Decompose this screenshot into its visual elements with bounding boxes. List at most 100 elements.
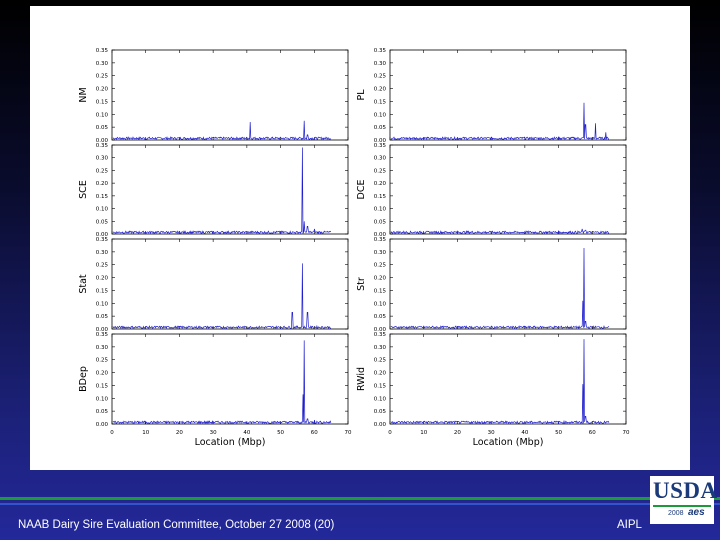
y-tick-label: 0.00	[374, 327, 387, 333]
y-axis-label-stat: Stat	[78, 274, 89, 294]
y-axis-label-sce: SCE	[78, 180, 89, 199]
y-tick-label: 0.10	[374, 207, 387, 213]
y-tick-label: 0.30	[374, 61, 387, 67]
y-tick-label: 0.05	[96, 314, 109, 320]
x-tick-label: 30	[210, 430, 217, 436]
footer-caption: NAAB Dairy Sire Evaluation Committee, Oc…	[18, 519, 335, 531]
y-tick-label: 0.20	[374, 181, 387, 187]
y-tick-label: 0.05	[374, 125, 387, 131]
x-tick-label: 70	[345, 430, 352, 436]
y-tick-label: 0.30	[374, 156, 387, 162]
x-tick-label: 10	[142, 430, 149, 436]
y-tick-label: 0.05	[374, 219, 387, 225]
usda-logo-badge: aes	[688, 507, 705, 518]
y-tick-label: 0.00	[374, 232, 387, 238]
x-tick-label: 40	[243, 430, 250, 436]
y-tick-label: 0.35	[374, 143, 387, 149]
y-tick-label: 0.10	[374, 396, 387, 402]
y-tick-label: 0.35	[96, 143, 109, 149]
y-tick-label: 0.20	[374, 371, 387, 377]
y-tick-label: 0.20	[96, 276, 109, 282]
y-tick-label: 0.30	[374, 250, 387, 256]
y-tick-label: 0.00	[96, 422, 109, 428]
y-tick-label: 0.25	[96, 168, 109, 174]
y-tick-label: 0.35	[374, 332, 387, 338]
usda-logo-text: USDA	[653, 478, 718, 503]
data-series-dce	[390, 228, 610, 235]
y-tick-label: 0.35	[374, 237, 387, 243]
y-tick-label: 0.10	[96, 396, 109, 402]
y-tick-label: 0.10	[374, 301, 387, 307]
chart-grid-svg: 0.000.050.100.150.200.250.300.35NM0.000.…	[78, 48, 630, 448]
y-tick-label: 0.30	[96, 345, 109, 351]
y-tick-label: 0.25	[96, 74, 109, 80]
y-tick-label: 0.05	[374, 314, 387, 320]
y-tick-label: 0.20	[96, 181, 109, 187]
footer-aipl-label: AIPL	[617, 519, 642, 531]
x-tick-label: 0	[388, 430, 392, 436]
y-tick-label: 0.10	[374, 112, 387, 118]
x-tick-label: 50	[277, 430, 284, 436]
y-axis-label-dce: DCE	[356, 180, 367, 200]
y-tick-label: 0.05	[96, 125, 109, 131]
y-tick-label: 0.05	[96, 409, 109, 415]
subplot-frame-rwid	[389, 333, 627, 425]
x-tick-label: 50	[555, 430, 562, 436]
usda-logo-year: 2008	[668, 510, 684, 517]
y-tick-label: 0.00	[96, 138, 109, 144]
y-tick-label: 0.05	[374, 409, 387, 415]
subplot-frame-str	[389, 238, 627, 330]
y-tick-label: 0.00	[374, 138, 387, 144]
footer-divider-green	[0, 497, 720, 500]
y-tick-label: 0.25	[374, 263, 387, 269]
y-tick-label: 0.20	[374, 276, 387, 282]
x-tick-label: 60	[589, 430, 596, 436]
y-tick-label: 0.15	[374, 288, 387, 294]
data-series-nm	[112, 120, 332, 141]
y-tick-label: 0.35	[96, 332, 109, 338]
footer-divider-blue	[0, 503, 720, 505]
y-tick-label: 0.15	[374, 194, 387, 200]
y-axis-label-rwid: RWid	[356, 367, 367, 391]
y-axis-label-nm: NM	[78, 87, 89, 102]
y-tick-label: 0.35	[96, 237, 109, 243]
usda-logo: USDA 2008 aes	[650, 476, 717, 524]
x-tick-label: 10	[420, 430, 427, 436]
x-tick-label: 40	[521, 430, 528, 436]
y-tick-label: 0.10	[96, 301, 109, 307]
y-tick-label: 0.30	[96, 156, 109, 162]
y-axis-label-bdep: BDep	[78, 366, 89, 392]
data-series-stat	[112, 263, 332, 330]
y-tick-label: 0.20	[96, 371, 109, 377]
y-tick-label: 0.30	[96, 61, 109, 67]
y-tick-label: 0.25	[96, 358, 109, 364]
y-tick-label: 0.35	[374, 48, 387, 54]
y-axis-label-str: Str	[356, 277, 367, 291]
x-tick-label: 0	[110, 430, 114, 436]
y-tick-label: 0.30	[96, 250, 109, 256]
x-axis-label-left: Location (Mbp)	[195, 437, 266, 448]
y-tick-label: 0.00	[374, 422, 387, 428]
y-tick-label: 0.20	[96, 87, 109, 93]
subplot-frame-dce	[389, 144, 627, 235]
x-tick-label: 70	[623, 430, 630, 436]
y-tick-label: 0.15	[96, 194, 109, 200]
x-tick-label: 20	[176, 430, 183, 436]
subplot-frame-nm	[111, 49, 349, 141]
y-tick-label: 0.25	[374, 358, 387, 364]
y-tick-label: 0.25	[374, 168, 387, 174]
x-tick-label: 60	[311, 430, 318, 436]
data-series-sce	[112, 147, 332, 235]
y-tick-label: 0.00	[96, 327, 109, 333]
x-axis-label-right: Location (Mbp)	[473, 437, 544, 448]
subplot-frame-bdep	[111, 333, 349, 425]
subplot-frame-pl	[389, 49, 627, 141]
y-tick-label: 0.15	[374, 99, 387, 105]
usda-logo-stripe	[653, 505, 711, 507]
y-tick-label: 0.15	[96, 288, 109, 294]
y-tick-label: 0.15	[374, 383, 387, 389]
y-tick-label: 0.25	[374, 74, 387, 80]
data-series-pl	[390, 102, 610, 141]
data-series-str	[390, 247, 610, 330]
subplot-frame-stat	[111, 238, 349, 330]
